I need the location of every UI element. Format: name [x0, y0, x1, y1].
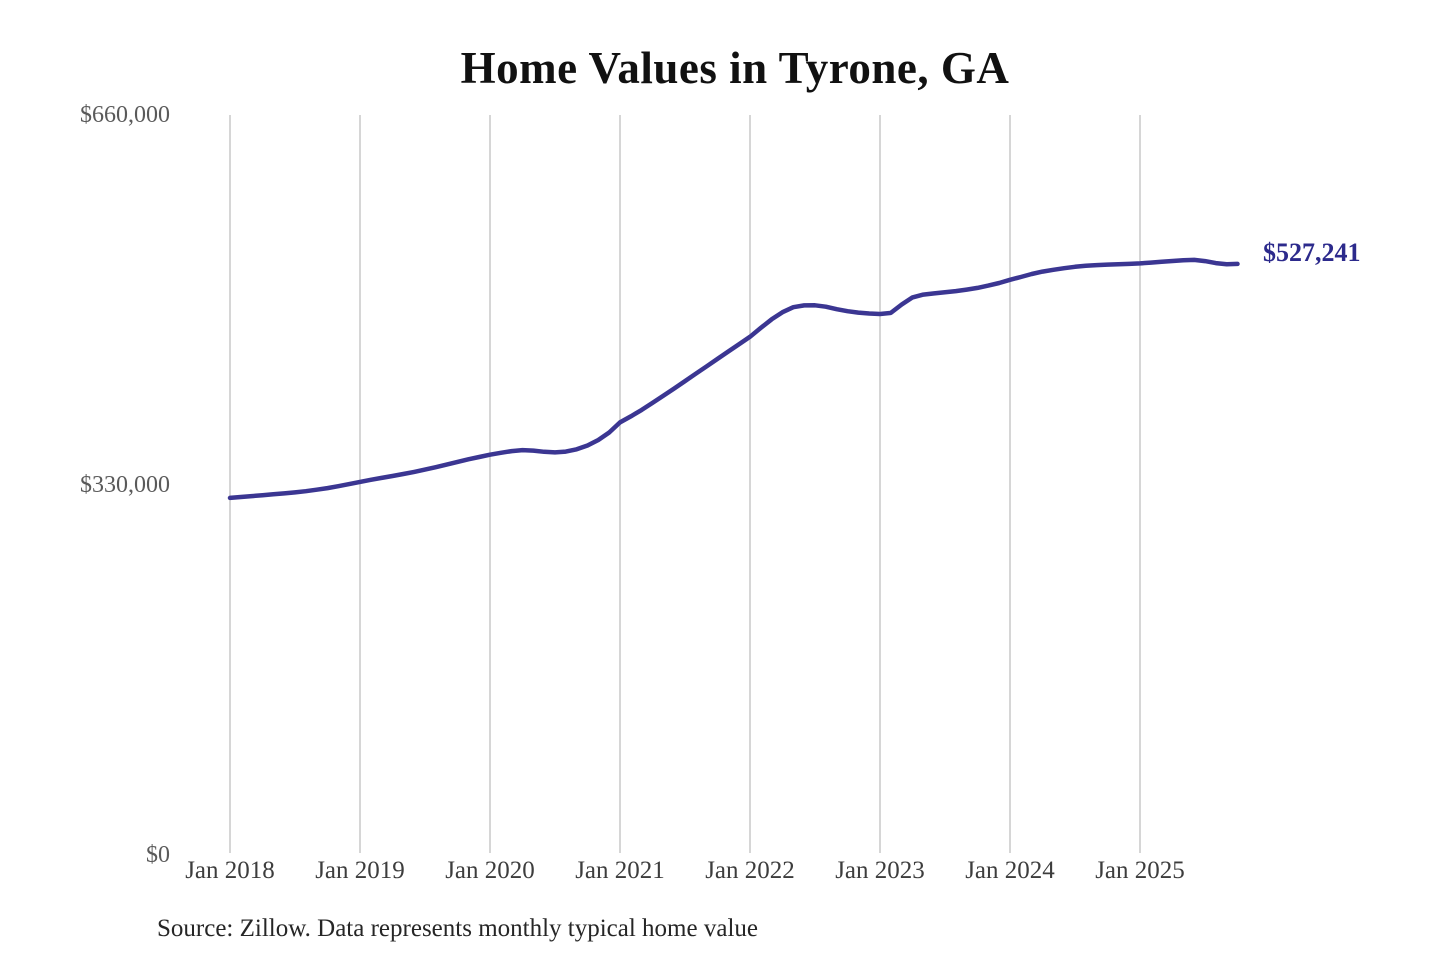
x-tick-label: Jan 2021 — [575, 857, 665, 884]
source-note: Source: Zillow. Data represents monthly … — [157, 915, 758, 942]
year-gridlines — [229, 115, 1141, 853]
x-tick-label: Jan 2019 — [315, 857, 405, 884]
home-value-line — [227, 257, 1240, 501]
latest-value-label: $527,241 — [1263, 238, 1361, 267]
x-tick-label: Jan 2024 — [965, 857, 1055, 884]
x-tick-label: Jan 2018 — [185, 857, 275, 884]
x-tick-label: Jan 2025 — [1095, 857, 1185, 884]
x-tick-label: Jan 2022 — [705, 857, 795, 884]
x-tick-label: Jan 2020 — [445, 857, 535, 884]
y-tick-label: $660,000 — [80, 102, 170, 128]
y-tick-label: $330,000 — [80, 472, 170, 498]
y-tick-label: $0 — [146, 842, 170, 868]
chart-title: Home Values in Tyrone, GA — [460, 43, 1010, 93]
x-tick-label: Jan 2023 — [835, 857, 925, 884]
